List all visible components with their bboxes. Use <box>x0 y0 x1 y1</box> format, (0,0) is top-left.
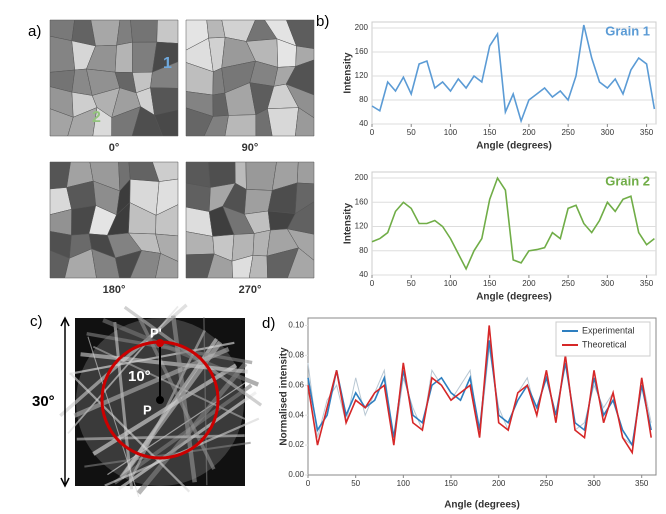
y-tick-label: 0.04 <box>288 410 304 419</box>
kikuchi-band <box>80 352 248 374</box>
x-tick-label: 200 <box>492 479 506 488</box>
panel-label: d) <box>262 315 275 332</box>
grain <box>114 41 133 73</box>
panel-label: a) <box>28 23 41 40</box>
x-tick-label: 150 <box>444 479 458 488</box>
grain-mark: 1 <box>163 55 172 72</box>
x-tick-label: 100 <box>444 279 458 288</box>
y-tick-label: 40 <box>359 119 368 128</box>
angle-label: 10° <box>128 368 151 385</box>
kikuchi-band <box>69 341 235 375</box>
y-axis-label: Intensity <box>343 203 354 245</box>
x-tick-label: 50 <box>407 279 416 288</box>
grain <box>296 161 315 185</box>
panel-label: b) <box>316 13 329 30</box>
legend-label: Experimental <box>582 325 635 335</box>
y-tick-label: 0.10 <box>288 321 304 330</box>
chart-title: Grain 1 <box>605 23 650 38</box>
x-tick-label: 0 <box>306 479 311 488</box>
x-tick-label: 250 <box>540 479 554 488</box>
y-tick-label: 200 <box>355 173 369 182</box>
width-label: 30° <box>32 393 55 410</box>
x-tick-label: 300 <box>601 128 615 137</box>
chart-title: Grain 2 <box>605 173 650 188</box>
y-axis-label: Intensity <box>343 52 354 94</box>
x-tick-label: 350 <box>640 128 654 137</box>
x-tick-label: 300 <box>601 279 615 288</box>
x-tick-label: 0 <box>370 128 375 137</box>
y-tick-label: 0.08 <box>288 350 304 359</box>
x-tick-label: 200 <box>522 279 536 288</box>
x-tick-label: 350 <box>640 279 654 288</box>
grain <box>49 35 76 73</box>
grain <box>185 206 214 237</box>
y-tick-label: 0.02 <box>288 440 304 449</box>
grain <box>185 182 211 212</box>
grain <box>295 107 315 137</box>
y-tick-label: 120 <box>355 71 369 80</box>
micrographs <box>49 19 315 279</box>
y-tick-label: 160 <box>355 197 369 206</box>
grain <box>154 109 179 137</box>
x-tick-label: 150 <box>483 128 497 137</box>
x-axis-label: Angle (degrees) <box>476 292 552 303</box>
grain <box>287 247 315 279</box>
image-label: 270° <box>239 284 262 296</box>
y-tick-label: 0.06 <box>288 380 304 389</box>
x-tick-label: 50 <box>407 128 416 137</box>
x-tick-label: 100 <box>397 479 411 488</box>
y-tick-label: 160 <box>355 47 369 56</box>
y-tick-label: 80 <box>359 246 368 255</box>
image-label: 180° <box>103 284 126 296</box>
series-line <box>371 24 656 124</box>
grain <box>155 252 179 279</box>
x-tick-label: 350 <box>635 479 649 488</box>
x-tick-label: 150 <box>483 279 497 288</box>
legend-label: Theoretical <box>582 339 627 349</box>
x-tick-label: 250 <box>561 128 575 137</box>
x-tick-label: 250 <box>561 279 575 288</box>
y-tick-label: 200 <box>355 23 369 32</box>
kikuchi-band <box>104 417 260 487</box>
diffraction-pattern: P' P 10° <box>59 303 263 498</box>
point <box>156 339 164 347</box>
y-tick-label: 80 <box>359 95 368 104</box>
grain <box>267 107 299 137</box>
grain <box>130 19 158 43</box>
y-tick-label: 120 <box>355 222 369 231</box>
x-tick-label: 200 <box>522 128 536 137</box>
x-axis-label: Angle (degrees) <box>476 141 552 152</box>
y-tick-label: 0.00 <box>288 470 304 479</box>
kikuchi-band <box>69 372 191 493</box>
x-tick-label: 300 <box>587 479 601 488</box>
point <box>156 396 164 404</box>
x-tick-label: 100 <box>444 128 458 137</box>
x-axis-label: Angle (degrees) <box>444 500 520 511</box>
arrow-heads <box>60 316 70 488</box>
point-label: P' <box>150 325 162 340</box>
panel-label: c) <box>30 313 43 330</box>
legend-box <box>555 321 651 357</box>
kikuchi-band <box>84 441 251 468</box>
kikuchi-band <box>76 434 245 441</box>
grain <box>90 19 121 47</box>
x-tick-label: 50 <box>351 479 360 488</box>
plot-area <box>307 317 657 476</box>
kikuchi-band <box>102 318 260 387</box>
grain-mark: 2 <box>92 109 101 126</box>
image-label: 90° <box>242 142 259 154</box>
grain <box>224 114 257 137</box>
image-label: 0° <box>109 142 120 154</box>
grain <box>156 19 179 44</box>
series-line <box>307 325 652 455</box>
kikuchi-band <box>113 321 134 490</box>
point-label: P <box>143 402 152 417</box>
x-tick-label: 0 <box>370 279 375 288</box>
y-axis-label: Normalised intensity <box>279 347 290 446</box>
y-tick-label: 40 <box>359 270 368 279</box>
grain <box>245 161 277 191</box>
series-line <box>371 176 655 271</box>
